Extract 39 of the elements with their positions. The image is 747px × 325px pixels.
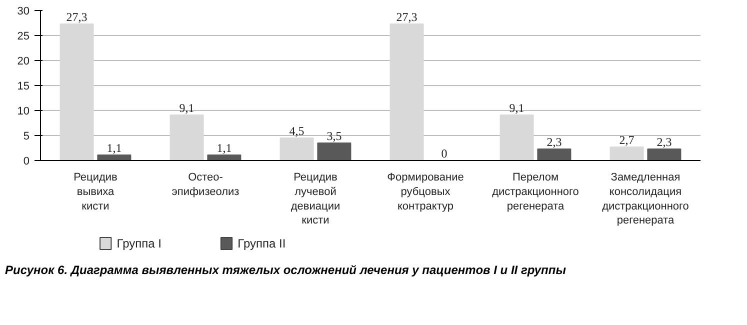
text: Рисунок 6. Диаграмма выявленных тяжелых осложнений лечения у пациентов I и II группы bbox=[5, 262, 566, 279]
bar bbox=[390, 24, 424, 160]
bar bbox=[537, 148, 572, 160]
data-label: 2,7 bbox=[619, 133, 634, 147]
data-label: 4,5 bbox=[289, 124, 304, 138]
y-tick-label: 5 bbox=[23, 130, 30, 142]
x-tick-label: Остео- эпифизеолиз bbox=[172, 172, 240, 198]
bar bbox=[500, 114, 534, 160]
y-tick-label: 25 bbox=[17, 30, 30, 42]
bar bbox=[647, 148, 682, 160]
y-tick-label: 0 bbox=[23, 156, 30, 168]
bar bbox=[610, 146, 644, 160]
x-tick-label: Замедленная консолидация дистракционного регенерата bbox=[602, 172, 689, 227]
bar bbox=[280, 138, 314, 160]
x-tick-label: Перелом дистракционного регенерата bbox=[492, 172, 579, 212]
bar bbox=[60, 24, 94, 160]
y-tick-label: 15 bbox=[17, 80, 30, 92]
x-tick-label: Рецидив вывиха кисти bbox=[74, 172, 118, 212]
data-label: 9,1 bbox=[179, 101, 194, 115]
x-tick-label: Формирование рубцовых контрактур bbox=[387, 172, 464, 212]
data-label: 0 bbox=[441, 146, 448, 160]
x-tick-label: Рецидив лучевой девиации кисти bbox=[290, 172, 340, 227]
data-label: 1,1 bbox=[106, 141, 122, 155]
data-label: 27,3 bbox=[66, 10, 88, 24]
y-tick-label: 20 bbox=[17, 56, 30, 68]
bar bbox=[317, 142, 352, 160]
data-label: 9,1 bbox=[509, 101, 524, 115]
data-label: 1,1 bbox=[216, 141, 232, 155]
data-label: 27,3 bbox=[396, 10, 418, 24]
legend-label: Группа I bbox=[116, 236, 162, 250]
bar bbox=[97, 154, 132, 160]
bar bbox=[207, 154, 242, 160]
legend-label: Группа II bbox=[238, 236, 286, 250]
y-tick-label: 30 bbox=[17, 6, 30, 18]
data-label: 2,3 bbox=[546, 135, 562, 149]
data-label: 3,5 bbox=[326, 129, 342, 143]
data-label: 2,3 bbox=[656, 135, 672, 149]
bar bbox=[170, 114, 204, 160]
y-tick-label: 10 bbox=[17, 106, 30, 118]
